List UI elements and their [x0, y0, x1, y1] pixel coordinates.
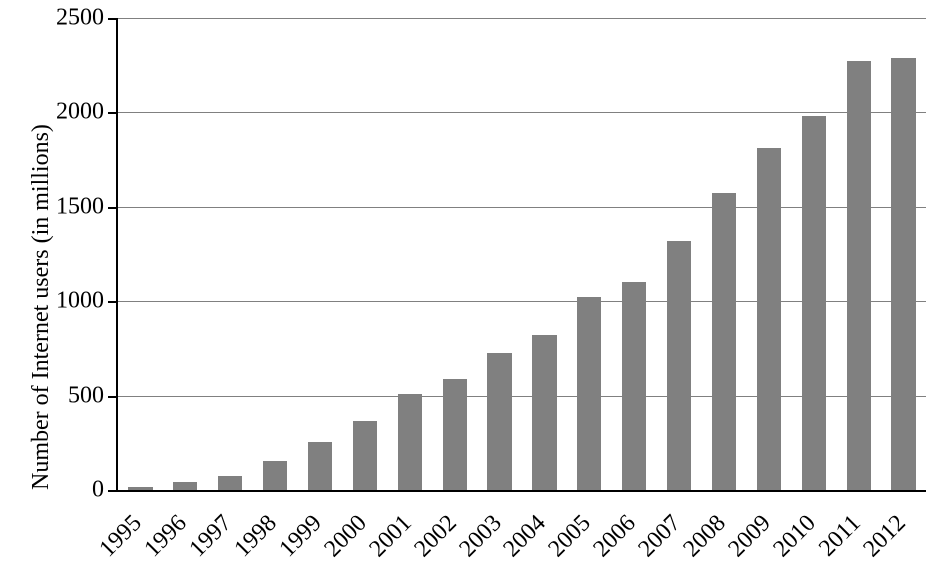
bar: [308, 442, 332, 490]
y-tick-mark: [108, 301, 116, 303]
bar: [128, 487, 152, 490]
bar: [173, 482, 197, 490]
bar: [802, 116, 826, 490]
y-tick-mark: [108, 396, 116, 398]
bar: [263, 461, 287, 490]
y-tick-label: 1500: [44, 193, 104, 220]
x-tick-label: 2005: [544, 510, 597, 563]
x-tick-label: 2006: [589, 510, 642, 563]
y-tick-mark: [108, 490, 116, 492]
x-tick-label: 2007: [634, 510, 687, 563]
y-tick-label: 1000: [44, 288, 104, 315]
bar: [712, 193, 736, 490]
x-tick-label: 2012: [858, 510, 911, 563]
x-tick-label: 2011: [814, 510, 866, 562]
bar: [757, 148, 781, 490]
bar: [532, 335, 556, 490]
y-tick-mark: [108, 207, 116, 209]
gridline: [118, 112, 926, 113]
bar: [891, 58, 915, 490]
x-tick-label: 1997: [185, 510, 238, 563]
x-tick-label: 2008: [679, 510, 732, 563]
x-tick-label: 1996: [140, 510, 193, 563]
bar: [577, 297, 601, 490]
y-tick-label: 500: [44, 382, 104, 409]
bar: [353, 421, 377, 490]
bar: [218, 476, 242, 490]
y-tick-label: 2000: [44, 99, 104, 126]
x-tick-label: 2003: [454, 510, 507, 563]
x-tick-label: 2004: [499, 510, 552, 563]
bar: [667, 241, 691, 490]
y-tick-label: 0: [44, 477, 104, 504]
x-tick-label: 1998: [230, 510, 283, 563]
x-tick-label: 2002: [409, 510, 462, 563]
bar: [443, 379, 467, 490]
x-tick-label: 1999: [275, 510, 328, 563]
plot-area: [116, 18, 926, 492]
y-tick-label: 2500: [44, 5, 104, 32]
bar: [398, 394, 422, 490]
x-tick-label: 1995: [95, 510, 148, 563]
bar: [847, 61, 871, 490]
gridline: [118, 18, 926, 19]
bar: [622, 282, 646, 490]
x-tick-label: 2001: [364, 510, 417, 563]
y-tick-mark: [108, 18, 116, 20]
y-tick-mark: [108, 112, 116, 114]
x-tick-label: 2010: [768, 510, 821, 563]
x-tick-label: 2000: [319, 510, 372, 563]
x-tick-label: 2009: [723, 510, 776, 563]
bar: [487, 353, 511, 490]
internet-users-bar-chart: Number of Internet users (in millions) 0…: [0, 0, 945, 586]
